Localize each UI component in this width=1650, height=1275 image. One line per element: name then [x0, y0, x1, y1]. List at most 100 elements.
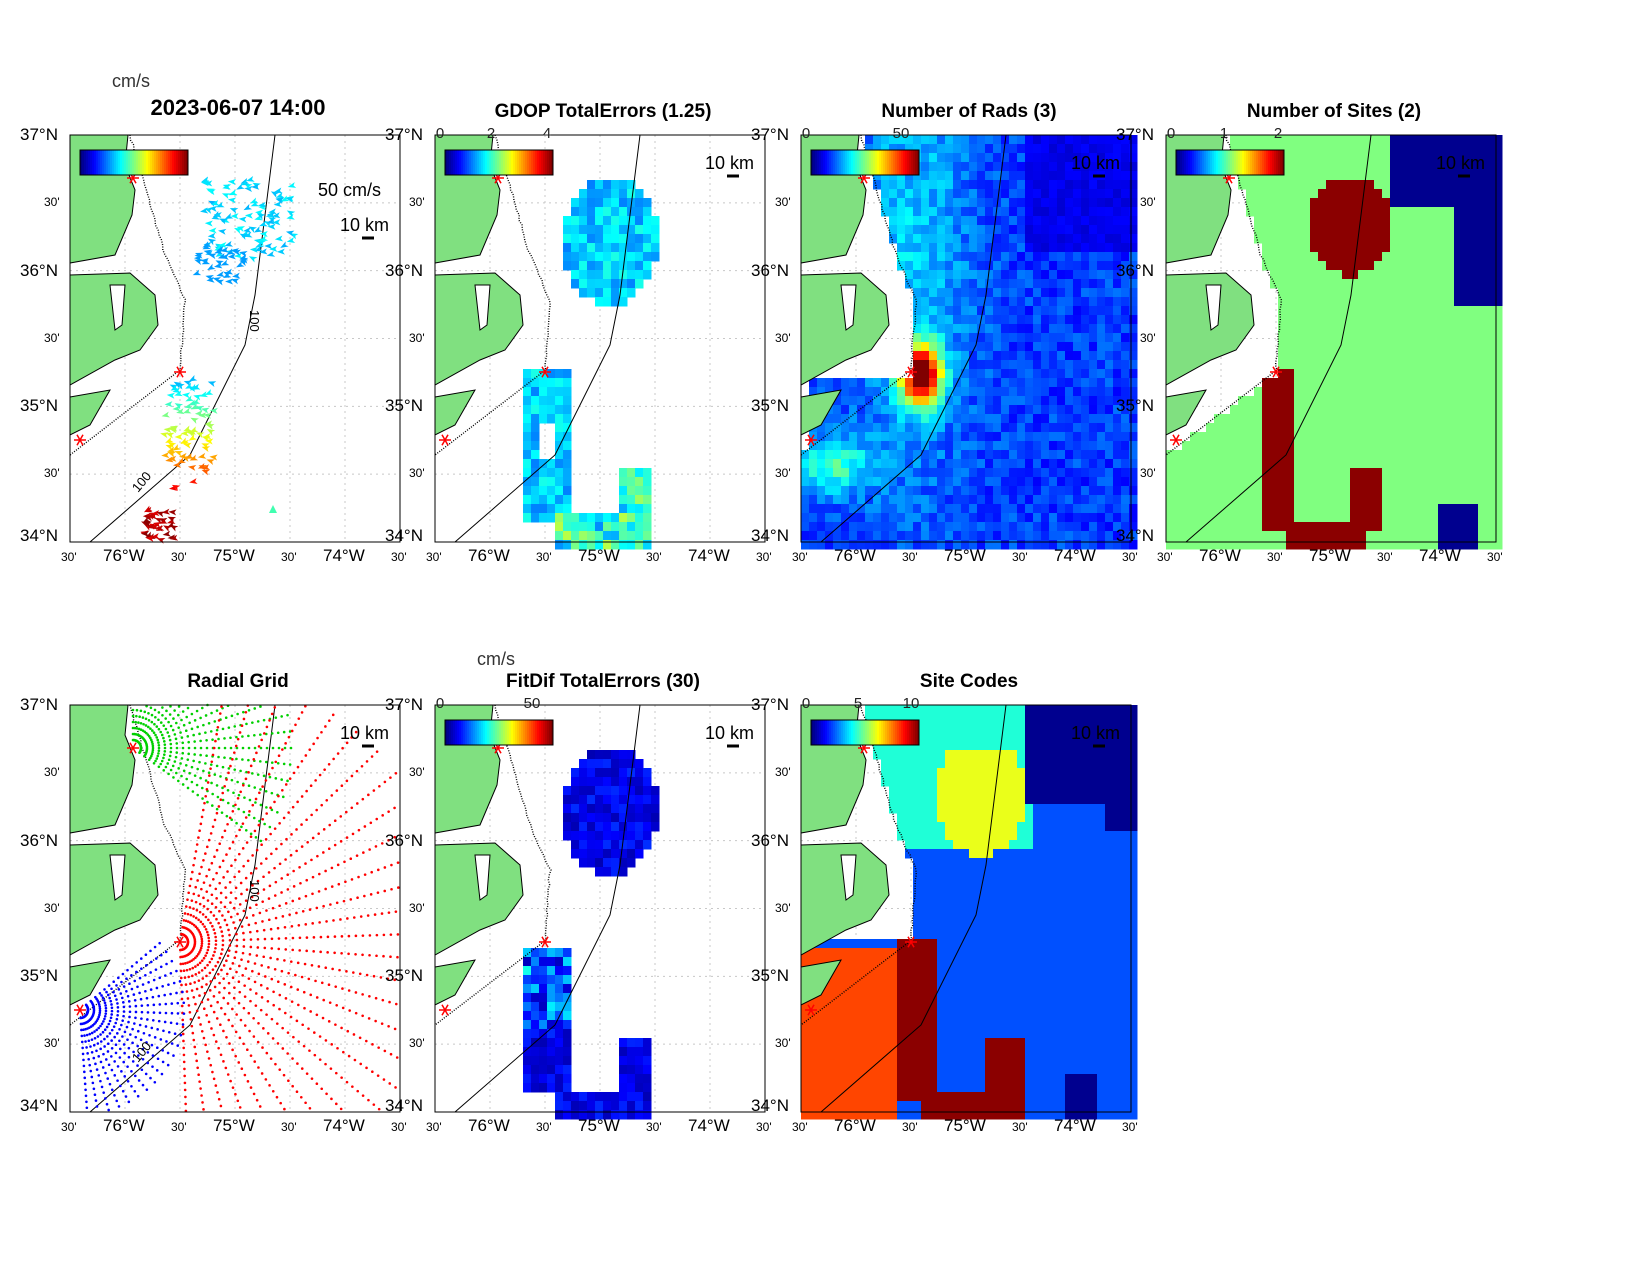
data-cell [1454, 189, 1463, 199]
lat-tick-label: 37°N [385, 125, 423, 144]
data-cell [1390, 180, 1399, 190]
data-cell [1358, 432, 1367, 442]
data-cell [1398, 414, 1407, 424]
data-cell [1390, 432, 1399, 442]
data-cell [1286, 306, 1295, 316]
data-cell [833, 459, 842, 469]
data-cell [1214, 531, 1223, 541]
data-cell [1166, 522, 1175, 532]
data-cell [1057, 261, 1066, 271]
data-cell [1470, 486, 1479, 496]
data-cell [825, 477, 834, 487]
velocity-arrow [145, 535, 155, 542]
radial-grid-point [310, 813, 313, 817]
data-cell [913, 441, 922, 451]
radial-grid-point [256, 891, 260, 895]
radial-grid-point [264, 789, 268, 793]
data-cell [1001, 450, 1010, 460]
radial-grid-point [280, 715, 283, 718]
data-cell [1033, 360, 1042, 370]
data-cell [1073, 297, 1082, 307]
data-cell [1462, 414, 1471, 424]
data-cell [1097, 225, 1106, 235]
data-cell [1198, 468, 1207, 478]
data-cell [1454, 459, 1463, 469]
data-cell [985, 414, 994, 424]
data-cell [953, 270, 962, 280]
radial-grid-point [306, 840, 309, 844]
data-cell [1398, 423, 1407, 433]
data-cell [1230, 441, 1239, 451]
data-cell [1398, 504, 1407, 514]
data-cell [1041, 396, 1050, 406]
data-cell [1414, 216, 1423, 226]
data-cell [969, 477, 978, 487]
data-cell [969, 261, 978, 271]
velocity-arrow [155, 525, 165, 531]
data-cell [1406, 531, 1415, 541]
radial-grid-point [181, 710, 185, 713]
radial-grid-point [150, 752, 154, 756]
data-cell [1422, 243, 1431, 253]
data-cell [1382, 333, 1391, 343]
radial-grid-point [193, 774, 197, 777]
radial-grid-point [186, 706, 190, 710]
radial-grid-point [163, 753, 166, 756]
data-cell [905, 225, 914, 235]
data-cell [1382, 342, 1391, 352]
data-cell [1286, 396, 1295, 406]
data-cell [1041, 216, 1050, 226]
data-cell [825, 459, 834, 469]
radial-grid-point [221, 798, 225, 802]
data-cell [945, 243, 954, 253]
colorbar-swatch [1248, 150, 1251, 175]
data-cell [1129, 297, 1138, 307]
radial-grid-point [393, 806, 396, 810]
data-cell [1105, 261, 1114, 271]
data-cell [1470, 387, 1479, 397]
data-cell [1326, 306, 1335, 316]
velocity-arrow [254, 245, 263, 252]
data-cell [1350, 171, 1359, 181]
data-cell [1350, 297, 1359, 307]
data-cell [1105, 378, 1114, 388]
radial-grid-point [235, 746, 239, 750]
data-cell [1025, 468, 1034, 478]
data-cell [945, 225, 954, 235]
data-cell [969, 540, 978, 550]
lat-tick-label: 34°N [385, 526, 423, 545]
data-cell [1017, 189, 1026, 199]
radial-grid-point [210, 861, 214, 865]
data-cell [1198, 522, 1207, 532]
radial-grid-point [273, 706, 277, 709]
radial-grid-point [206, 800, 209, 804]
data-cell [635, 234, 644, 244]
radial-grid-point [296, 765, 300, 769]
radial-grid-point [270, 791, 274, 795]
data-cell [1041, 486, 1050, 496]
colorbar-swatch [469, 150, 472, 175]
data-cell [1358, 342, 1367, 352]
radial-grid-point [192, 733, 195, 737]
data-cell [1041, 144, 1050, 154]
radial-grid-point [329, 903, 332, 906]
data-cell [1262, 486, 1271, 496]
data-cell [929, 324, 938, 334]
data-cell [1486, 279, 1495, 289]
data-cell [1422, 432, 1431, 442]
radial-grid-point [336, 863, 340, 867]
radial-grid-point [218, 909, 221, 913]
data-cell [1065, 243, 1074, 253]
data-cell [1470, 540, 1479, 550]
data-cell [1454, 198, 1463, 208]
data-cell [1454, 324, 1463, 334]
radial-grid-point [230, 714, 234, 718]
data-cell [985, 369, 994, 379]
colorbar-swatch [853, 150, 856, 175]
velocity-arrow [201, 464, 211, 471]
data-cell [889, 414, 898, 424]
data-cell [1001, 162, 1010, 172]
data-cell [1025, 225, 1034, 235]
data-cell [937, 180, 946, 190]
data-cell [531, 486, 540, 496]
